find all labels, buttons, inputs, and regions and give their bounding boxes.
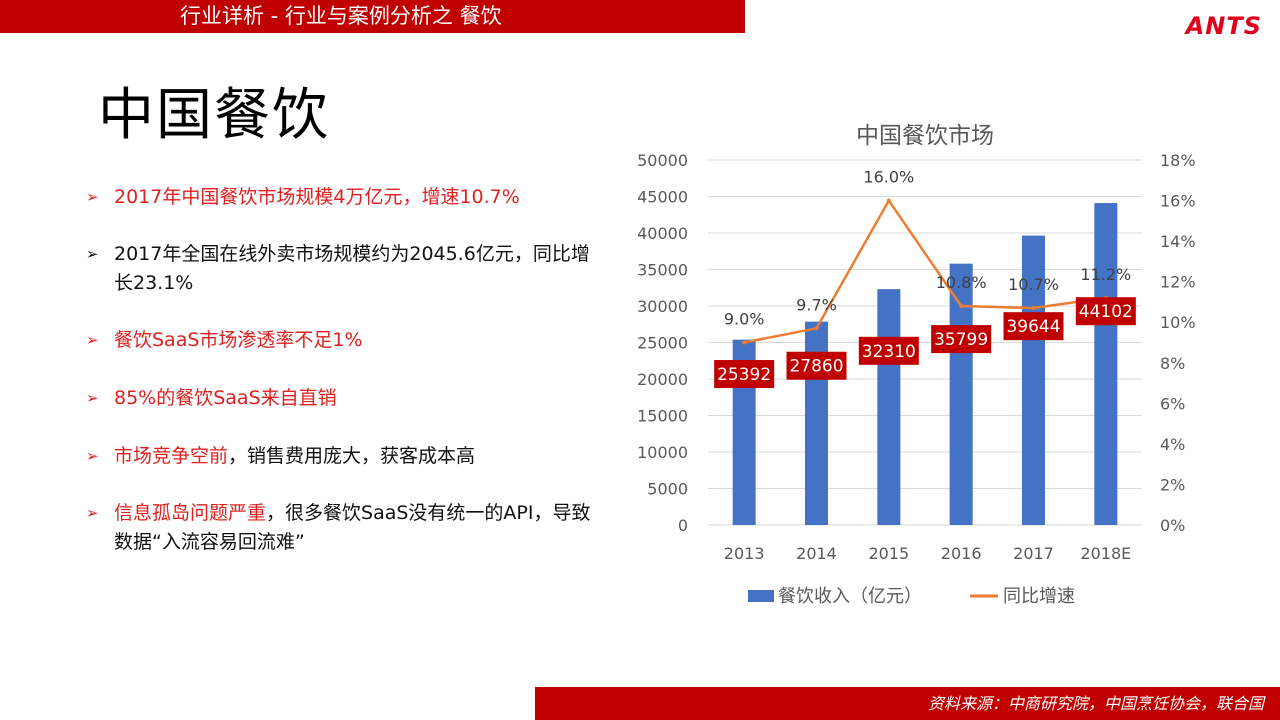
growth-data-label: 9.0% <box>724 310 765 329</box>
legend-bar-label: 餐饮收入（亿元） <box>778 586 922 607</box>
x-tick-label: 2013 <box>724 544 765 563</box>
growth-point <box>959 304 964 308</box>
arrow-bullet-icon: ➢ <box>86 331 99 349</box>
y-left-tick-label: 10000 <box>637 443 688 462</box>
bullet-text: 2017年全国在线外卖市场规模约为2045.6亿元，同比增长23.1% <box>114 243 590 294</box>
bar <box>877 289 901 525</box>
arrow-bullet-icon: ➢ <box>86 447 99 465</box>
bar-data-label-bg <box>786 351 847 380</box>
section-banner: 行业详析 - 行业与案例分析之 餐饮 <box>0 0 745 33</box>
growth-data-label: 11.2% <box>1080 265 1131 284</box>
source-footer: 资料来源：中商研究院，中国烹饪协会，联合国 <box>535 687 1280 720</box>
bullet-text: ，很多餐饮SaaS没有统一的API，导致数据“入流容易回流难” <box>114 502 591 553</box>
bullet-item: ➢ 2017年全国在线外卖市场规模约为2045.6亿元，同比增长23.1% <box>86 240 606 298</box>
bar-data-label: 44102 <box>1079 302 1133 322</box>
bar <box>949 263 973 525</box>
x-tick-label: 2017 <box>1013 544 1054 563</box>
x-tick-label: 2018E <box>1080 544 1131 563</box>
y-right-tick-label: 0% <box>1160 516 1185 535</box>
market-chart: 中国餐饮市场 0 5000 10000 15000 20000 25000 30000 3500… <box>620 110 1240 630</box>
growth-point <box>814 326 819 331</box>
arrow-bullet-icon: ➢ <box>86 389 99 407</box>
y-left-tick-label: 50000 <box>637 151 688 170</box>
bullet-item: ➢ 2017年中国餐饮市场规模4万亿元，增速10.7% <box>86 183 520 212</box>
ants-logo: ANTS <box>1185 12 1262 40</box>
bar-data-label-bg <box>1003 312 1064 341</box>
bar <box>1094 203 1118 525</box>
y-left-tick-label: 45000 <box>637 188 688 207</box>
y-left-tick-label: 20000 <box>637 370 688 389</box>
y-right-tick-label: 16% <box>1160 192 1196 211</box>
y-left-tick-label: 25000 <box>637 334 688 353</box>
bar-data-label-bg <box>931 325 992 354</box>
y-left-tick-label: 40000 <box>637 224 688 243</box>
bar-data-label: 25392 <box>717 365 771 385</box>
y-left-tick-label: 35000 <box>637 261 688 280</box>
bullet-item: ➢ 信息孤岛问题严重，很多餐饮SaaS没有统一的API，导致数据“入流容易回流难… <box>86 499 606 557</box>
bullet-item: ➢ 85%的餐饮SaaS来自直销 <box>86 384 337 413</box>
page-title: 中国餐饮 <box>98 83 330 148</box>
growth-data-label: 10.8% <box>936 273 987 292</box>
growth-data-label: 9.7% <box>796 295 837 314</box>
bullet-item: ➢ 市场竞争空前，销售费用庞大，获客成本高 <box>86 442 475 471</box>
y-right-tick-label: 2% <box>1160 475 1185 494</box>
y-right-tick-label: 8% <box>1160 354 1185 373</box>
y-right-tick-label: 12% <box>1160 273 1196 292</box>
arrow-bullet-icon: ➢ <box>86 188 99 206</box>
y-right-tick-label: 10% <box>1160 313 1196 332</box>
y-left-tick-label: 15000 <box>637 407 688 426</box>
chart-title: 中国餐饮市场 <box>856 123 994 149</box>
y-right-tick-label: 4% <box>1160 435 1185 454</box>
y-right-tick-label: 14% <box>1160 232 1196 251</box>
bullet-highlight: 信息孤岛问题严重 <box>114 502 267 524</box>
legend-bar-swatch <box>748 590 774 602</box>
y-right-tick-label: 18% <box>1160 151 1196 170</box>
bar-data-label-bg <box>714 360 775 389</box>
growth-point <box>742 340 747 345</box>
growth-data-label: 10.7% <box>1008 275 1059 294</box>
bar-data-label: 27860 <box>789 357 843 377</box>
chart-svg: 中国餐饮市场 0 5000 10000 15000 20000 25000 30000 3500… <box>637 123 1196 607</box>
bar-data-label-bg <box>858 336 919 365</box>
bullet-item: ➢ 餐饮SaaS市场渗透率不足1% <box>86 326 363 355</box>
y-left-tick-label: 0 <box>678 516 688 535</box>
arrow-bullet-icon: ➢ <box>86 504 99 522</box>
growth-point <box>886 198 891 203</box>
growth-data-label: 16.0% <box>863 168 914 187</box>
y-left-tick-label: 30000 <box>637 297 688 316</box>
bar-data-label-bg <box>1075 297 1136 326</box>
arrow-bullet-icon: ➢ <box>86 245 99 263</box>
growth-line <box>743 198 1107 344</box>
bullet-highlight: 市场竞争空前 <box>114 445 229 467</box>
bar-data-label: 39644 <box>1006 317 1060 337</box>
x-tick-label: 2015 <box>868 544 909 563</box>
growth-point <box>1031 306 1036 311</box>
y-right-tick-label: 6% <box>1160 394 1185 413</box>
bullet-text: ，销售费用庞大，获客成本高 <box>228 445 476 467</box>
y-left-tick-label: 5000 <box>647 480 688 499</box>
bullet-text: 餐饮SaaS市场渗透率不足1% <box>114 329 363 351</box>
legend-line-label: 同比增速 <box>1003 586 1075 607</box>
bullet-text: 85%的餐饮SaaS来自直销 <box>114 387 337 409</box>
bar-data-label: 35799 <box>934 330 988 350</box>
bullet-text: 2017年中国餐饮市场规模4万亿元，增速10.7% <box>114 186 520 208</box>
bar-data-label: 32310 <box>862 342 916 362</box>
x-tick-label: 2014 <box>796 544 837 563</box>
x-tick-label: 2016 <box>941 544 982 563</box>
